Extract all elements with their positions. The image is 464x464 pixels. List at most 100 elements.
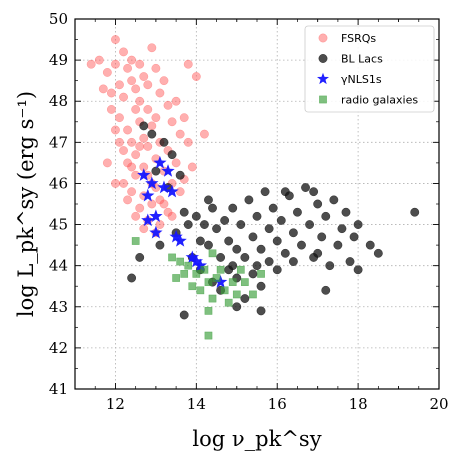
data-point: [149, 209, 163, 222]
data-point: [325, 261, 335, 271]
data-point: [167, 150, 177, 160]
data-point: [199, 129, 209, 139]
data-point: [127, 76, 137, 86]
data-point: [224, 298, 233, 307]
data-point: [106, 104, 116, 114]
data-point: [183, 137, 193, 147]
data-point: [139, 133, 149, 143]
data-point: [228, 261, 238, 271]
data-point: [220, 286, 229, 295]
data-point: [155, 88, 165, 98]
legend-box: [304, 25, 435, 113]
data-point: [183, 220, 193, 230]
data-point: [220, 215, 230, 225]
data-point: [159, 76, 169, 86]
data-point: [321, 211, 331, 221]
legend-marker: [319, 95, 327, 104]
data-point: [135, 96, 145, 106]
data-point: [241, 278, 249, 286]
data-point: [333, 240, 343, 250]
data-point: [135, 252, 145, 262]
data-point: [240, 294, 250, 304]
data-point: [212, 274, 221, 282]
data-point: [155, 220, 165, 230]
data-point: [345, 257, 355, 267]
data-point: [410, 207, 420, 217]
data-point: [147, 43, 157, 53]
data-point: [123, 195, 133, 205]
data-point: [131, 150, 141, 160]
data-point: [272, 265, 282, 275]
data-point: [86, 59, 96, 69]
legend-marker: [318, 54, 328, 63]
data-point: [159, 199, 169, 209]
data-point: [163, 100, 173, 110]
data-point: [135, 141, 145, 151]
data-point: [127, 137, 137, 147]
x-axis-title: log ν_pk^sy: [192, 427, 321, 451]
data-point: [213, 275, 228, 288]
data-point: [175, 129, 185, 139]
data-point: [240, 252, 250, 262]
legend-label: BL Lacs: [341, 53, 383, 66]
data-point: [187, 162, 197, 172]
data-point: [147, 129, 157, 139]
data-point: [119, 92, 128, 102]
data-point: [123, 158, 133, 168]
data-point: [224, 236, 234, 246]
data-point: [157, 180, 171, 194]
grid: [75, 19, 439, 389]
data-point: [329, 195, 339, 205]
data-point: [292, 207, 302, 217]
data-point: [341, 207, 351, 217]
data-point: [143, 80, 153, 90]
legend-label: radio galaxies: [341, 94, 418, 107]
legend-marker: [317, 72, 329, 85]
data-point: [119, 47, 128, 57]
data-point: [145, 176, 159, 190]
data-point: [208, 249, 217, 258]
data-point: [313, 248, 323, 258]
data-point: [276, 215, 286, 225]
data-point: [256, 306, 266, 316]
data-point: [127, 162, 137, 172]
y-axis-title: log L_pk^sy (erg s⁻¹): [14, 91, 38, 317]
x-tick-label: 12: [106, 395, 125, 413]
x-tick-label: 18: [349, 395, 368, 413]
data-point: [119, 178, 128, 188]
data-point: [204, 195, 213, 205]
data-point: [102, 67, 112, 77]
x-tick-label: 14: [187, 395, 206, 413]
data-point: [139, 121, 149, 131]
data-point: [131, 84, 141, 94]
data-point: [171, 158, 181, 168]
y-tick-label: 47: [49, 133, 68, 151]
data-point: [349, 232, 359, 242]
data-point: [172, 274, 180, 282]
data-point: [288, 228, 298, 238]
data-point: [175, 170, 185, 180]
data-point: [268, 203, 278, 213]
data-point: [280, 248, 290, 258]
data-point: [119, 146, 128, 156]
data-point: [264, 257, 274, 267]
y-tick-label: 48: [49, 92, 68, 110]
data-point: [131, 237, 140, 245]
data-point: [171, 96, 181, 106]
data-point: [102, 158, 112, 168]
data-point: [131, 211, 141, 221]
data-point: [137, 168, 151, 181]
data-point: [139, 224, 149, 234]
data-point: [317, 232, 327, 242]
data-point: [110, 125, 120, 135]
data-point: [123, 125, 133, 135]
data-point: [257, 270, 265, 278]
data-point: [353, 220, 363, 230]
data-point: [264, 224, 274, 234]
data-point: [249, 290, 257, 299]
data-point: [256, 281, 266, 291]
data-point: [183, 59, 193, 69]
data-point: [301, 183, 310, 193]
data-point: [337, 224, 347, 234]
